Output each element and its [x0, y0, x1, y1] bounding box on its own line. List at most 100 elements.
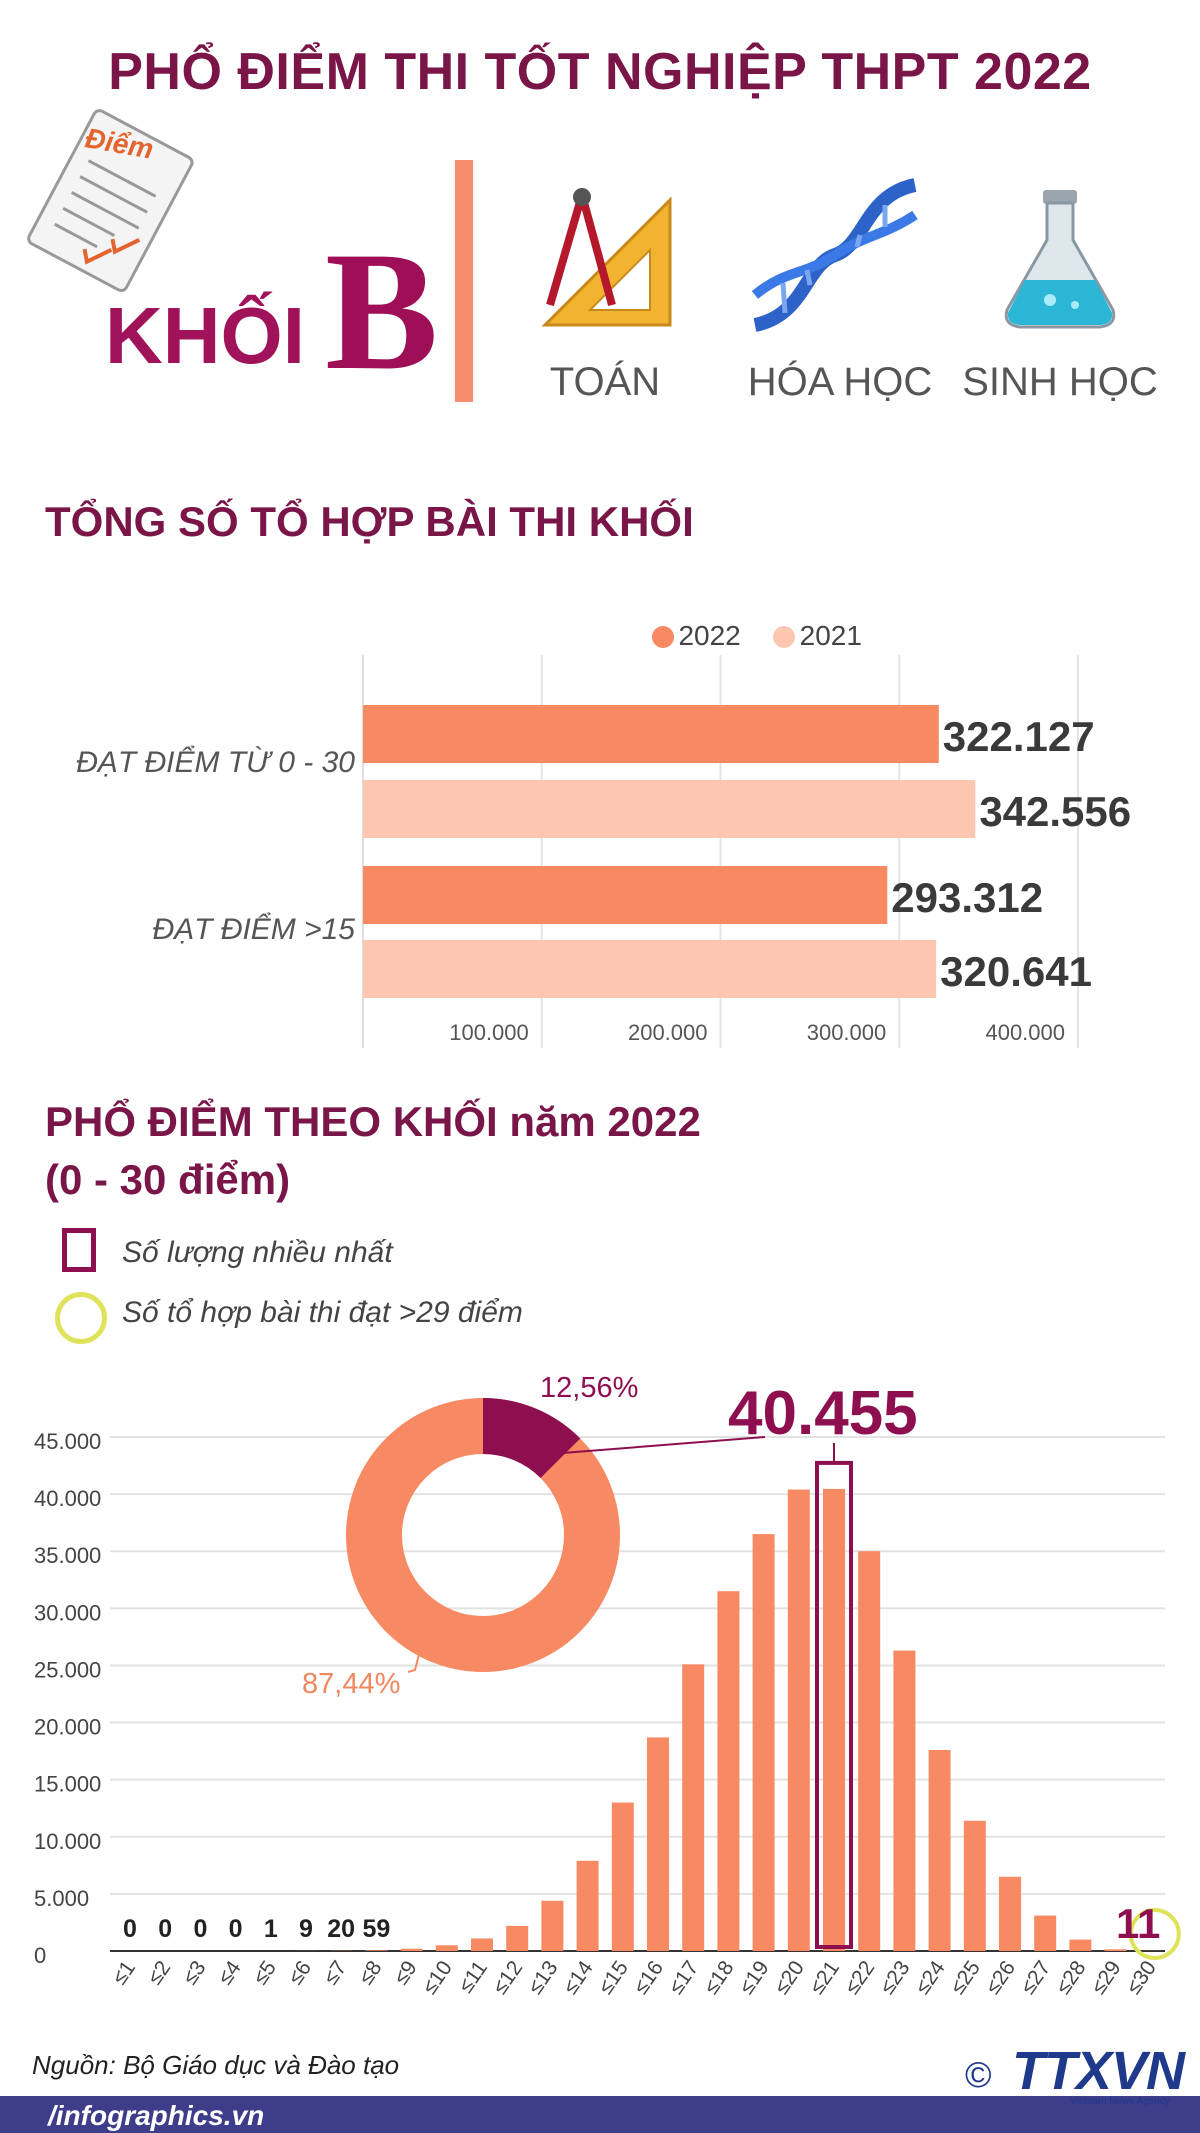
subject-biology: SINH HỌC	[962, 360, 1158, 404]
score-bar-8	[365, 1950, 388, 1951]
score-bar-23	[893, 1650, 916, 1951]
chart2-x-tick-label: ≤29	[1087, 1957, 1126, 1999]
chart2-y-tick-label: 25.000	[34, 1657, 101, 1682]
chart2-x-tick-label: ≤17	[664, 1957, 703, 1999]
score-bar-27	[1034, 1915, 1057, 1951]
dna-icon	[751, 178, 918, 332]
chart2-y-tick-label: 30.000	[34, 1600, 101, 1625]
chart2-x-tick-label: ≤10	[418, 1957, 457, 1999]
score-bar-20	[787, 1489, 810, 1951]
chart2-x-tick-label: ≤7	[319, 1957, 351, 1989]
bar-value-label: 320.641	[940, 948, 1092, 995]
score-bar-15	[611, 1802, 634, 1951]
small-bar-value-label: 9	[299, 1915, 313, 1943]
chart2-x-tick-label: ≤27	[1016, 1957, 1055, 1999]
score-distribution-chart: 0 5.000 10.000 15.000 20.000 25.000 30.000 35.0…	[34, 1398, 1181, 1999]
chart1-tick-label: 100.000	[449, 1020, 529, 1045]
bar-value-label: 342.556	[979, 788, 1131, 835]
section1-heading: TỔNG SỐ TỔ HỢP BÀI THI KHỐI	[45, 498, 694, 545]
chart2-x-tick-label: ≤28	[1052, 1957, 1091, 1999]
chart2-x-tick-label: ≤2	[143, 1957, 175, 1989]
flask-icon	[1004, 190, 1116, 329]
over29-highlight-ring	[1128, 1908, 1181, 1960]
score-bar-28	[1069, 1939, 1092, 1951]
chart2-x-tick-label: ≤5	[249, 1957, 281, 1989]
subject-chemistry: HÓA HỌC	[747, 360, 933, 404]
score-bar-29	[1104, 1949, 1127, 1951]
score-bar-24	[928, 1749, 951, 1951]
score-bar-14	[576, 1860, 599, 1951]
small-bar-value-label: 0	[193, 1915, 207, 1943]
ttxvn-logo: TTXVN	[1012, 2041, 1185, 2101]
score-bar-21	[823, 1488, 845, 1951]
bar-2021-0	[363, 780, 976, 838]
score-bar-9	[400, 1948, 423, 1951]
bar-value-label: 322.127	[943, 713, 1095, 760]
legend-label-2021: 2021	[799, 620, 862, 651]
bar-2022-0	[363, 705, 939, 763]
score-bar-22	[858, 1551, 881, 1951]
chart2-y-tick-label: 35.000	[34, 1543, 101, 1568]
bar-2022-1	[363, 866, 888, 924]
copyright-symbol: ©	[965, 2054, 992, 2095]
subject-math: TOÁN	[549, 360, 661, 404]
score-bar-12	[506, 1925, 529, 1951]
chart2-x-tick-label: ≤11	[454, 1957, 492, 1997]
section2-heading-line1: PHỔ ĐIỂM THEO KHỐI năm 2022	[45, 1098, 701, 1145]
header-divider	[455, 160, 473, 402]
chart1-legend: 2022 2021	[652, 620, 862, 652]
chart2-y-tick-label: 0	[34, 1943, 46, 1968]
chart2-x-tick-label: ≤8	[354, 1957, 386, 1989]
chart2-x-tick-label: ≤13	[524, 1957, 563, 1999]
chart2-y-tick-label: 15.000	[34, 1772, 101, 1797]
khoi-label: KHỐI	[105, 291, 305, 380]
legend-dot-2021	[773, 626, 796, 648]
chart1-tick-label: 400.000	[985, 1020, 1065, 1045]
bar-2021-1	[363, 940, 937, 998]
chart2-y-tick-label: 5.000	[34, 1886, 89, 1911]
chart1-tick-label: 300.000	[807, 1020, 887, 1045]
donut-label-large: 87,44%	[302, 1668, 401, 1700]
over29-value-label: 11	[1116, 1900, 1161, 1947]
donut-slice-small	[346, 1398, 620, 1672]
chart2-x-tick-label: ≤16	[629, 1957, 668, 1999]
key-over29-label: Số tổ hợp bài thi đạt >29 điểm	[122, 1296, 523, 1329]
score-bar-10	[435, 1945, 458, 1951]
chart2-y-tick-label: 10.000	[34, 1829, 101, 1854]
score-bar-26	[999, 1876, 1021, 1951]
page-title: PHỔ ĐIỂM THI TỐT NGHIỆP THPT 2022	[108, 43, 1092, 101]
chart2-x-tick-label: ≤6	[284, 1957, 316, 1989]
ruler-compass-icon	[541, 188, 672, 327]
score-bar-11	[471, 1938, 493, 1951]
brand-subtitle: Vietnam News Agency	[1070, 2096, 1170, 2107]
chart2-x-tick-label: ≤19	[735, 1957, 774, 1999]
chart2-x-tick-label: ≤22	[840, 1957, 879, 1999]
key-max-label: Số lượng nhiều nhất	[122, 1236, 393, 1269]
section2-heading-line2: (0 - 30 điểm)	[45, 1156, 291, 1203]
source-text: Nguồn: Bộ Giáo dục và Đào tạo	[32, 2050, 400, 2080]
bar-value-label: 293.312	[891, 874, 1043, 921]
chart2-x-tick-label: ≤18	[700, 1957, 739, 1999]
small-bar-value-label: 0	[229, 1915, 243, 1943]
khoi-letter: B	[325, 217, 439, 405]
score-bar-19	[752, 1534, 775, 1951]
donut-leader-large	[407, 1638, 425, 1673]
key-over29-circle-icon	[55, 1292, 107, 1344]
chart2-x-tick-label: ≤21	[805, 1957, 844, 1999]
chart2-x-tick-label: ≤3	[178, 1957, 210, 1989]
score-bar-16	[647, 1737, 669, 1951]
chart2-x-tick-label: ≤15	[594, 1957, 633, 1999]
footer-bar	[0, 2096, 1200, 2133]
chart2-x-tick-label: ≤26	[981, 1957, 1020, 1999]
legend-dot-2022	[652, 626, 674, 648]
chart2-x-tick-label: ≤12	[488, 1957, 527, 1999]
small-bar-value-label: 1	[264, 1915, 278, 1943]
chart2-y-tick-label: 20.000	[34, 1715, 101, 1740]
chart2-x-tick-label: ≤14	[559, 1956, 598, 1998]
score-bar-25	[963, 1820, 986, 1951]
small-bar-value-label: 0	[123, 1915, 137, 1943]
legend-label-2022: 2022	[678, 620, 741, 651]
category-label-over15: ĐẠT ĐIỂM >15	[152, 913, 355, 946]
peak-value-label: 40.455	[728, 1379, 918, 1448]
score-bar-17	[682, 1664, 705, 1951]
